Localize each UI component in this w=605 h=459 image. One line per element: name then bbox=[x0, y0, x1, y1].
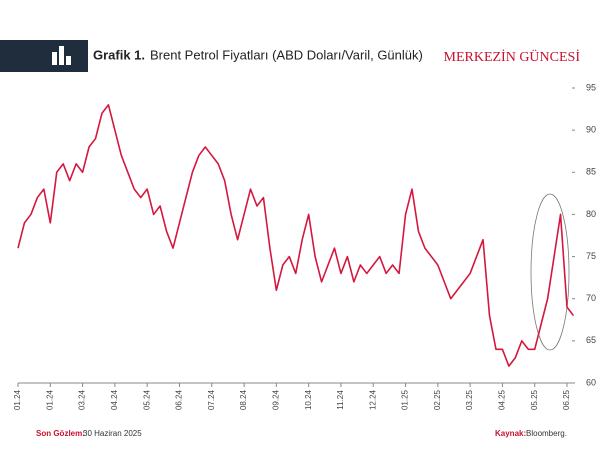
footer-text: Bloomberg. bbox=[526, 429, 567, 438]
y-tick-label: 65 bbox=[586, 335, 596, 345]
y-tick-label: 70 bbox=[586, 293, 596, 303]
x-tick-label: 01.24 bbox=[45, 389, 54, 410]
y-tick-label: 95 bbox=[586, 82, 596, 92]
footer-label: Kaynak: bbox=[495, 429, 526, 438]
x-tick-label: 10.24 bbox=[304, 389, 313, 410]
y-tick-label: 80 bbox=[586, 209, 596, 219]
x-tick-label: 03.24 bbox=[78, 389, 87, 410]
footer-text: 30 Haziran 2025 bbox=[83, 429, 142, 438]
y-tick-label: 60 bbox=[586, 377, 596, 387]
highlight-ellipse bbox=[530, 193, 570, 351]
x-tick-label: 05.25 bbox=[530, 389, 539, 410]
x-tick-label: 01.24 bbox=[13, 389, 22, 410]
chart-title: Brent Petrol Fiyatları (ABD Doları/Varil… bbox=[150, 47, 423, 62]
x-tick-label: 04.25 bbox=[498, 389, 507, 410]
x-tick-label: 09.24 bbox=[271, 389, 280, 410]
x-tick-label: 05.24 bbox=[142, 389, 151, 410]
footer-label: Son Gözlem: bbox=[36, 429, 85, 438]
x-tick-label: 11.24 bbox=[336, 390, 345, 410]
x-tick-label: 06.25 bbox=[562, 389, 571, 410]
x-tick-label: 07.24 bbox=[207, 389, 216, 410]
header-block bbox=[0, 40, 88, 72]
chart-label: Grafik 1. bbox=[93, 47, 145, 62]
brand: MERKEZİN GÜNCESİ bbox=[444, 48, 581, 65]
icon bbox=[59, 46, 64, 65]
y-tick-label: 85 bbox=[586, 167, 596, 177]
y-tick-label: 90 bbox=[586, 125, 596, 135]
x-tick-label: 03.25 bbox=[465, 389, 474, 410]
x-tick-label: 02.25 bbox=[433, 389, 442, 410]
line bbox=[17, 104, 575, 367]
icon bbox=[52, 52, 57, 65]
x-tick-label: 04.24 bbox=[110, 389, 119, 410]
x-tick-label: 01.25 bbox=[401, 389, 410, 410]
icon bbox=[66, 56, 71, 65]
x-tick-label: 06.24 bbox=[175, 389, 184, 410]
x-tick-label: 08.24 bbox=[239, 389, 248, 410]
x-tick-label: 12.24 bbox=[368, 389, 377, 410]
y-tick-label: 75 bbox=[586, 251, 596, 261]
